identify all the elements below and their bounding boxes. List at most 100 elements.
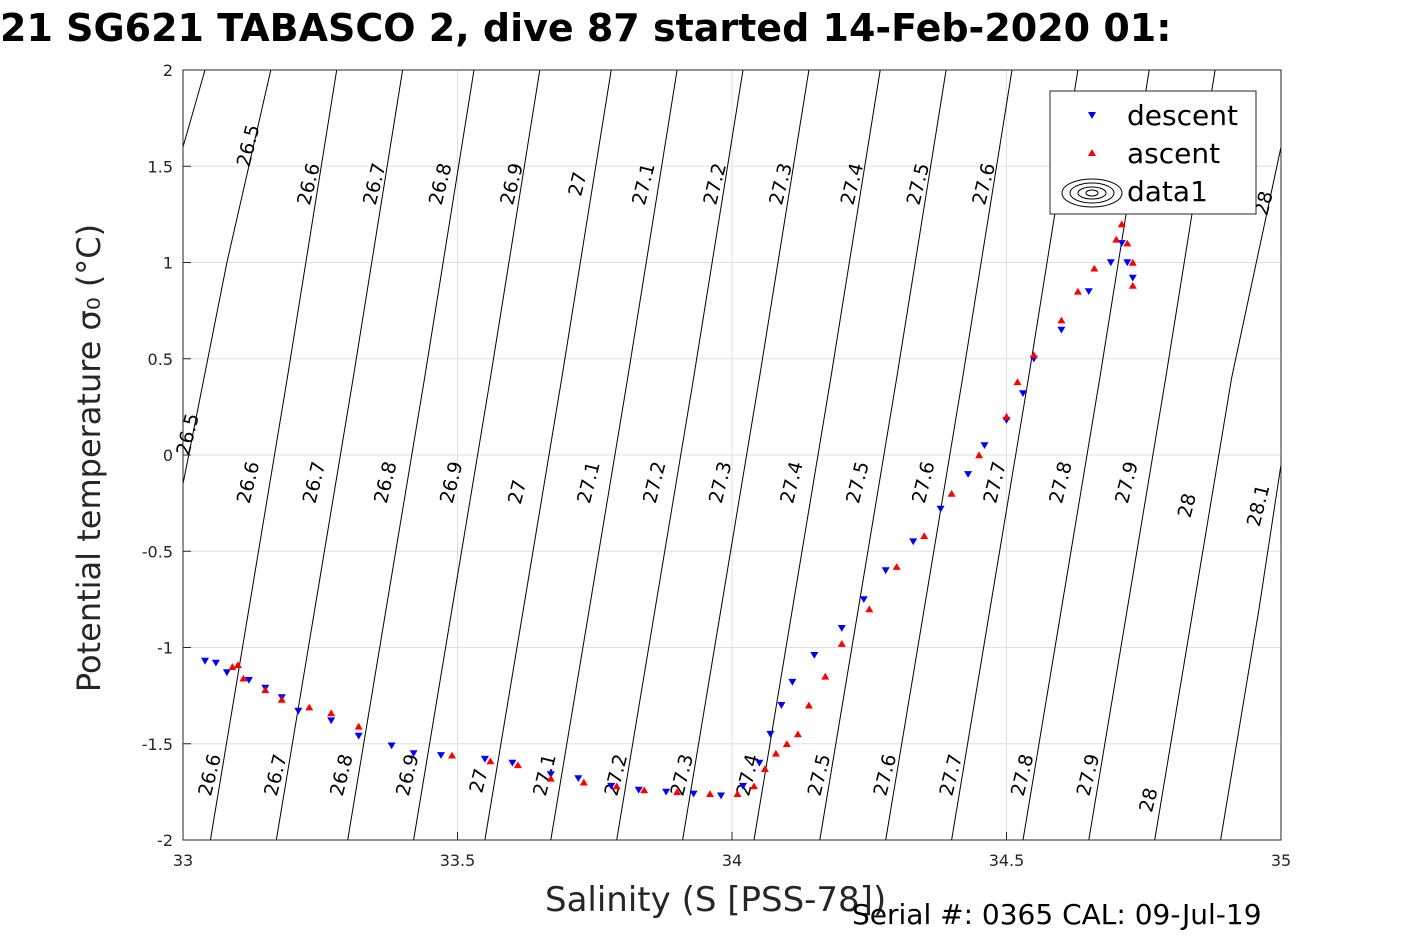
y-tick-label: 1.5 <box>148 157 173 176</box>
x-tick-label: 34 <box>722 851 742 870</box>
y-tick-label: -2 <box>157 831 173 850</box>
y-tick-label: -1 <box>157 639 173 658</box>
descent-point <box>1057 326 1066 334</box>
legend-contour-marker <box>1069 182 1115 204</box>
descent-point <box>354 732 363 740</box>
isopycnal-line <box>209 69 338 841</box>
descent-point <box>739 782 747 790</box>
isopycnal-label: 26.5 <box>233 122 265 168</box>
y-axis-ticks: -2 -1.5 -1 -0.5 0 0.5 1 1.5 2 <box>142 61 191 850</box>
isopycnal-line <box>885 69 1013 841</box>
descent-point <box>662 788 671 796</box>
y-tick-label: -0.5 <box>142 542 173 561</box>
isopycnal-label: 27.3 <box>765 161 797 207</box>
y-axis-label: Potential temperature σ₀ (°C) <box>70 224 108 692</box>
y-tick-label: -1.5 <box>142 735 173 754</box>
isopycnal-label: 27.2 <box>639 459 671 505</box>
ascent-point <box>546 774 555 782</box>
ascent-point <box>513 761 522 769</box>
ascent-point <box>1128 258 1137 266</box>
descent-point <box>294 707 303 715</box>
isopycnal-label: 28 <box>1174 491 1201 520</box>
isopycnal-line <box>550 69 678 841</box>
descent-point <box>607 782 616 790</box>
ascent-point <box>228 663 237 670</box>
ascent-point <box>771 749 780 757</box>
isopycnal-label: 26.6 <box>233 459 265 505</box>
isopycnal-label: 26.7 <box>359 161 391 207</box>
ascent-point <box>760 765 769 772</box>
legend-label-data1: data1 <box>1127 175 1208 208</box>
isopycnal-label: 26.9 <box>496 161 528 207</box>
ascent-point <box>1128 282 1137 289</box>
isopycnal-label: 27.2 <box>699 161 731 207</box>
isopycnal-line <box>347 69 475 841</box>
isopycnal-label: 26.5 <box>172 411 204 457</box>
descent-point <box>788 678 797 686</box>
ascent-point <box>975 451 984 459</box>
x-tick-label: 33.5 <box>440 851 476 870</box>
descent-point <box>810 652 819 659</box>
descent-point <box>859 596 868 603</box>
isopycnal-line <box>275 69 404 841</box>
isopycnal-line <box>753 69 881 841</box>
ascent-point <box>733 790 742 797</box>
isopycnal-label: 27.1 <box>573 459 605 505</box>
descent-point <box>480 755 489 763</box>
ascent-point <box>706 790 714 797</box>
serial-cal-footer: Serial #: 0365 CAL: 09-Jul-19 <box>852 898 1262 931</box>
descent-point <box>689 790 698 798</box>
ascent-point <box>793 730 802 738</box>
ascent-point <box>305 703 314 711</box>
descent-point <box>508 759 517 767</box>
isopycnal-line <box>616 69 744 841</box>
ascent-point <box>486 757 495 765</box>
ascent-point <box>1090 264 1099 272</box>
y-tick-label: 0.5 <box>148 350 173 369</box>
y-tick-label: 0 <box>163 446 173 465</box>
descent-point <box>222 669 231 677</box>
ascent-point <box>640 786 649 794</box>
legend-label-ascent: ascent <box>1127 137 1220 170</box>
ascent-point <box>750 782 758 790</box>
descent-point <box>1128 274 1137 282</box>
descent-point <box>717 792 725 800</box>
isopycnal-label: 26.6 <box>293 161 325 207</box>
ascent-point <box>448 751 456 759</box>
descent-point <box>387 742 396 750</box>
ascent-point <box>579 778 588 786</box>
isopycnal-label: 27.6 <box>870 752 902 798</box>
isopycnal-line <box>1088 69 1216 841</box>
ascent-point <box>612 782 621 790</box>
ascent-point <box>892 563 901 570</box>
ascent-point <box>1117 220 1126 228</box>
ascent-point <box>804 701 813 709</box>
descent-point <box>634 786 643 794</box>
isopycnal-label: 26.9 <box>436 459 468 505</box>
descent-point <box>574 775 583 782</box>
legend-descent-marker <box>1088 112 1096 119</box>
isopycnal-label: 27.5 <box>842 459 874 505</box>
ascent-point <box>354 722 363 730</box>
isopycnal-label: 26.7 <box>299 459 331 505</box>
descent-point <box>909 538 918 546</box>
descent-point <box>980 442 989 449</box>
legend-contour-marker <box>1077 186 1107 200</box>
descent-point <box>409 750 418 757</box>
ascent-point <box>1123 239 1132 247</box>
descent-point <box>777 702 786 709</box>
isopycnal-label: 27.5 <box>903 161 935 207</box>
isopycnal-label: 26.8 <box>425 161 457 207</box>
isopycnal-line <box>1154 146 1282 841</box>
ascent-point <box>837 640 846 647</box>
descent-point <box>1123 259 1132 267</box>
legend-contour-marker <box>1061 178 1123 208</box>
isopycnal-label: 26.6 <box>194 752 226 798</box>
legend: descent ascent data1 <box>1049 90 1257 215</box>
isopycnal-line <box>484 69 612 841</box>
descent-point <box>1106 259 1115 267</box>
ascent-point <box>1057 316 1066 324</box>
legend-box <box>1049 90 1257 215</box>
y-tick-label: 2 <box>163 61 173 80</box>
